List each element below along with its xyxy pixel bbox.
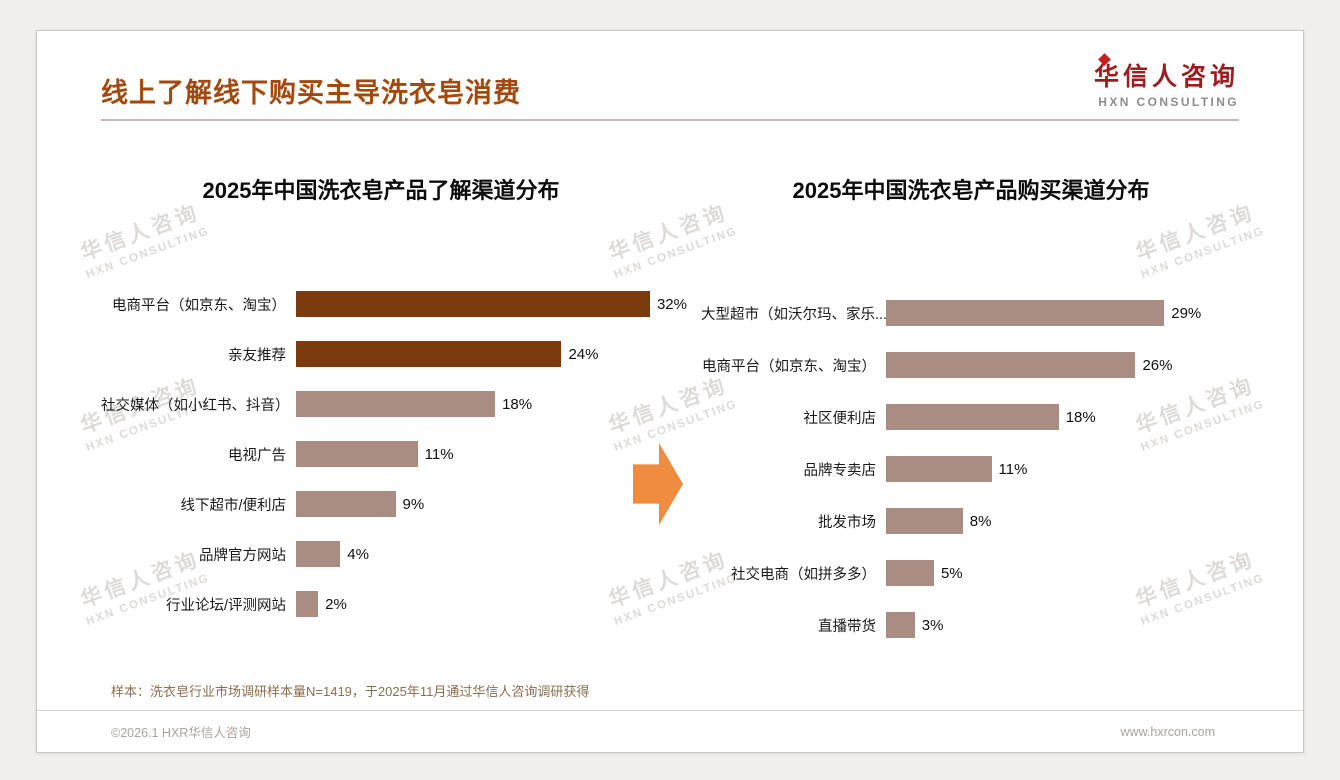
category-label: 大型超市（如沃尔玛、家乐... xyxy=(701,306,888,323)
chart-awareness-channels: 2025年中国洗衣皂产品了解渠道分布 电商平台（如京东、淘宝） 32% 亲友推荐 24… xyxy=(101,151,687,629)
slide: 华信人咨询 HXN CONSULTING 华信人咨询 HXN CONSULTING 华信… xyxy=(36,30,1304,753)
bar-row: 批发市场 8% xyxy=(701,495,1241,547)
category-label: 亲友推荐 xyxy=(228,347,286,364)
bar-row: 线下超市/便利店 9% xyxy=(101,479,661,529)
category-label: 电商平台（如京东、淘宝） xyxy=(112,297,286,314)
website-url: www.hxrcon.com xyxy=(1120,724,1215,739)
bar xyxy=(886,560,934,586)
bar-row: 直播带货 3% xyxy=(701,599,1241,651)
slide-footer: ©2026.1 HXR华信人咨询 www.hxrcon.com xyxy=(37,710,1303,752)
category-label: 电视广告 xyxy=(228,447,286,464)
value-label: 26% xyxy=(1142,356,1173,374)
value-label: 9% xyxy=(402,495,425,513)
bar xyxy=(886,508,963,534)
bar-chart: 大型超市（如沃尔玛、家乐... 29% 电商平台（如京东、淘宝） 26% 社区便利店 18… xyxy=(701,287,1241,651)
bar-track: 11% xyxy=(886,456,1241,482)
bar-track: 26% xyxy=(886,352,1241,378)
bar xyxy=(296,391,496,417)
value-label: 5% xyxy=(940,564,963,582)
category-label: 社交电商（如拼多多） xyxy=(731,566,876,583)
bar-row: 社交电商（如拼多多） 5% xyxy=(701,547,1241,599)
category-label: 批发市场 xyxy=(818,514,876,531)
company-logo: 华信人咨询 HXN CONSULTING xyxy=(1093,53,1239,109)
bar-track: 3% xyxy=(886,612,1241,638)
bar xyxy=(296,291,650,317)
bar xyxy=(886,612,915,638)
bar-track: 2% xyxy=(296,591,661,617)
value-label: 2% xyxy=(325,595,347,613)
value-label: 11% xyxy=(424,445,454,463)
bar-track: 32% xyxy=(296,291,687,317)
category-label: 行业论坛/评测网站 xyxy=(165,597,286,614)
page-title: 线上了解线下购买主导洗衣皂消费 xyxy=(101,78,521,108)
value-label: 11% xyxy=(998,460,1028,478)
bar xyxy=(296,341,562,367)
logo-subtitle: HXN CONSULTING xyxy=(1098,95,1239,109)
bar xyxy=(296,541,341,567)
bar xyxy=(886,300,1165,326)
category-label: 线下超市/便利店 xyxy=(180,497,286,514)
bar-track: 18% xyxy=(886,404,1241,430)
value-label: 24% xyxy=(568,345,599,363)
bar-row: 电商平台（如京东、淘宝） 32% xyxy=(101,279,687,329)
value-label: 4% xyxy=(347,545,369,563)
bar-track: 18% xyxy=(296,391,661,417)
bar-row: 亲友推荐 24% xyxy=(101,329,661,379)
bar-track: 29% xyxy=(886,300,1241,326)
bar-row: 大型超市（如沃尔玛、家乐... 29% xyxy=(701,287,1241,339)
bar xyxy=(886,352,1136,378)
category-label: 直播带货 xyxy=(818,618,876,635)
bar xyxy=(296,441,418,467)
value-label: 29% xyxy=(1171,304,1202,322)
bar xyxy=(296,591,319,617)
bar-track: 8% xyxy=(886,508,1241,534)
bar-row: 电视广告 11% xyxy=(101,429,661,479)
copyright: ©2026.1 HXR华信人咨询 xyxy=(111,726,251,740)
chart-title: 2025年中国洗衣皂产品了解渠道分布 xyxy=(202,178,560,203)
bar-row: 社区便利店 18% xyxy=(701,391,1241,443)
value-label: 18% xyxy=(1065,408,1096,426)
category-label: 品牌官方网站 xyxy=(199,547,286,564)
bar-track: 9% xyxy=(296,491,661,517)
category-label: 社区便利店 xyxy=(803,410,877,427)
category-label: 社交媒体（如小红书、抖音） xyxy=(101,397,290,414)
charts-area: 2025年中国洗衣皂产品了解渠道分布 电商平台（如京东、淘宝） 32% 亲友推荐 24… xyxy=(101,151,1241,671)
bar-track: 11% xyxy=(296,441,661,467)
bar-row: 电商平台（如京东、淘宝） 26% xyxy=(701,339,1241,391)
value-label: 3% xyxy=(921,616,944,634)
category-label: 品牌专卖店 xyxy=(803,462,877,479)
chart-purchase-channels: 2025年中国洗衣皂产品购买渠道分布 大型超市（如沃尔玛、家乐... 29% 电商平… xyxy=(701,151,1241,651)
bar-row: 品牌专卖店 11% xyxy=(701,443,1241,495)
logo-name: 华信人咨询 xyxy=(1093,63,1239,91)
bar-track: 5% xyxy=(886,560,1241,586)
title-divider xyxy=(101,119,1239,121)
bar xyxy=(886,456,992,482)
bar xyxy=(886,404,1059,430)
bar-row: 行业论坛/评测网站 2% xyxy=(101,579,661,629)
bar-chart: 电商平台（如京东、淘宝） 32% 亲友推荐 24% 社交媒体（如小红书、抖音） 18% 电视… xyxy=(101,279,687,629)
value-label: 32% xyxy=(656,295,687,313)
chart-title: 2025年中国洗衣皂产品购买渠道分布 xyxy=(792,178,1150,203)
bar-row: 品牌官方网站 4% xyxy=(101,529,661,579)
value-label: 18% xyxy=(502,395,533,413)
bar xyxy=(296,491,396,517)
sample-note: 样本：洗衣皂行业市场调研样本量N=1419，于2025年11月通过华信人咨询调研… xyxy=(111,684,590,699)
bar-track: 4% xyxy=(296,541,661,567)
value-label: 8% xyxy=(969,512,992,530)
bar-row: 社交媒体（如小红书、抖音） 18% xyxy=(101,379,661,429)
bar-track: 24% xyxy=(296,341,661,367)
category-label: 电商平台（如京东、淘宝） xyxy=(702,358,876,375)
